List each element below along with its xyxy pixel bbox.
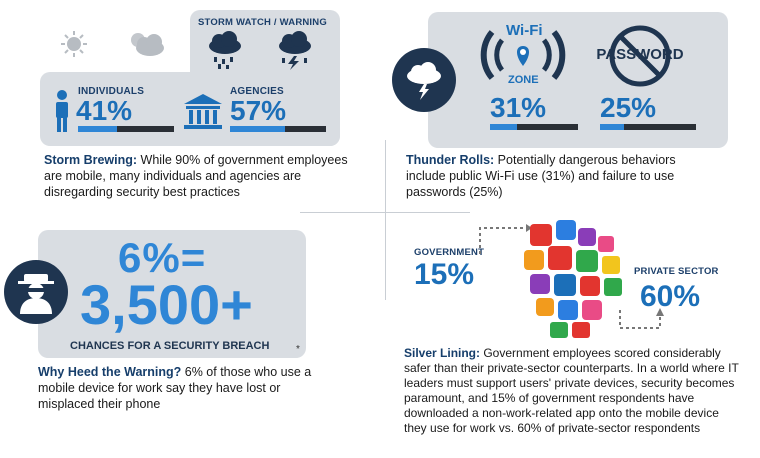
lining-caption-title: Silver Lining: <box>404 346 481 360</box>
storm-caption-title: Storm Brewing: <box>44 153 138 167</box>
thunder-caption-title: Thunder Rolls: <box>406 153 495 167</box>
password-text: PASSWORD <box>596 46 684 63</box>
thunder-caption-text: Potentially dangerous behaviors include … <box>406 153 676 199</box>
private-pct: 60% <box>640 280 701 313</box>
lining-caption: Silver Lining: Government employees scor… <box>404 346 740 436</box>
agencies-pct: 57% <box>230 95 287 126</box>
password-bar-fill <box>600 124 624 130</box>
breach-asterisk: * <box>296 344 300 355</box>
rain-cloud-icon <box>204 30 246 75</box>
wifi-bar-fill <box>490 124 518 130</box>
vertical-divider <box>385 140 386 300</box>
breach-caption-title: Why Heed the Warning? <box>38 365 182 379</box>
zone-text: ZONE <box>508 74 539 86</box>
agencies-label: AGENCIES <box>230 86 284 97</box>
breach-line1: 6%= <box>118 234 207 281</box>
password-pct: 25% <box>600 92 657 123</box>
sun-icon <box>60 30 88 63</box>
wifi-bar <box>490 124 578 130</box>
individuals-label: INDIVIDUALS <box>78 86 145 97</box>
private-connector <box>616 306 676 341</box>
breach-caption-text: 6% of those who use a mobile device for … <box>38 365 312 411</box>
storm-watch-label: STORM WATCH / WARNING <box>198 17 327 28</box>
person-icon <box>54 90 70 137</box>
lining-caption-text: Government employees scored considerably… <box>404 346 739 435</box>
individuals-pct: 41% <box>76 95 133 126</box>
hacker-icon <box>4 260 68 324</box>
storm-cloud-icon <box>274 30 316 75</box>
wifi-pct: 31% <box>490 92 547 123</box>
breach-caption: Why Heed the Warning? 6% of those who us… <box>38 364 318 412</box>
thunder-caption: Thunder Rolls: Potentially dangerous beh… <box>406 152 696 200</box>
gov-connector <box>472 224 532 263</box>
individuals-bar <box>78 126 174 132</box>
private-label: PRIVATE SECTOR <box>634 266 719 277</box>
password-bar <box>600 124 696 130</box>
breach-panel <box>38 230 306 358</box>
breach-line2: 3,500+ <box>80 273 253 336</box>
gov-label: GOVERNMENT <box>414 247 485 258</box>
agencies-bar <box>230 126 326 132</box>
storm-caption: Storm Brewing: While 90% of government e… <box>44 152 364 200</box>
individuals-bar-fill <box>78 126 118 132</box>
partly-cloudy-icon <box>124 28 168 65</box>
thunder-cloud-icon <box>392 48 456 112</box>
horizontal-divider <box>300 212 470 213</box>
no-password-icon: PASSWORD <box>590 24 690 88</box>
gov-pct: 15% <box>414 258 475 291</box>
apps-cluster-icon <box>520 218 630 342</box>
agencies-bar-fill <box>230 126 285 132</box>
wifi-text: Wi-Fi <box>506 22 543 39</box>
breach-banner: CHANCES FOR A SECURITY BREACH <box>70 340 270 352</box>
wifi-zone-icon: Wi-Fi ZONE <box>478 20 568 90</box>
storm-caption-text: While 90% of government employees are mo… <box>44 153 348 199</box>
bank-icon <box>182 92 224 137</box>
